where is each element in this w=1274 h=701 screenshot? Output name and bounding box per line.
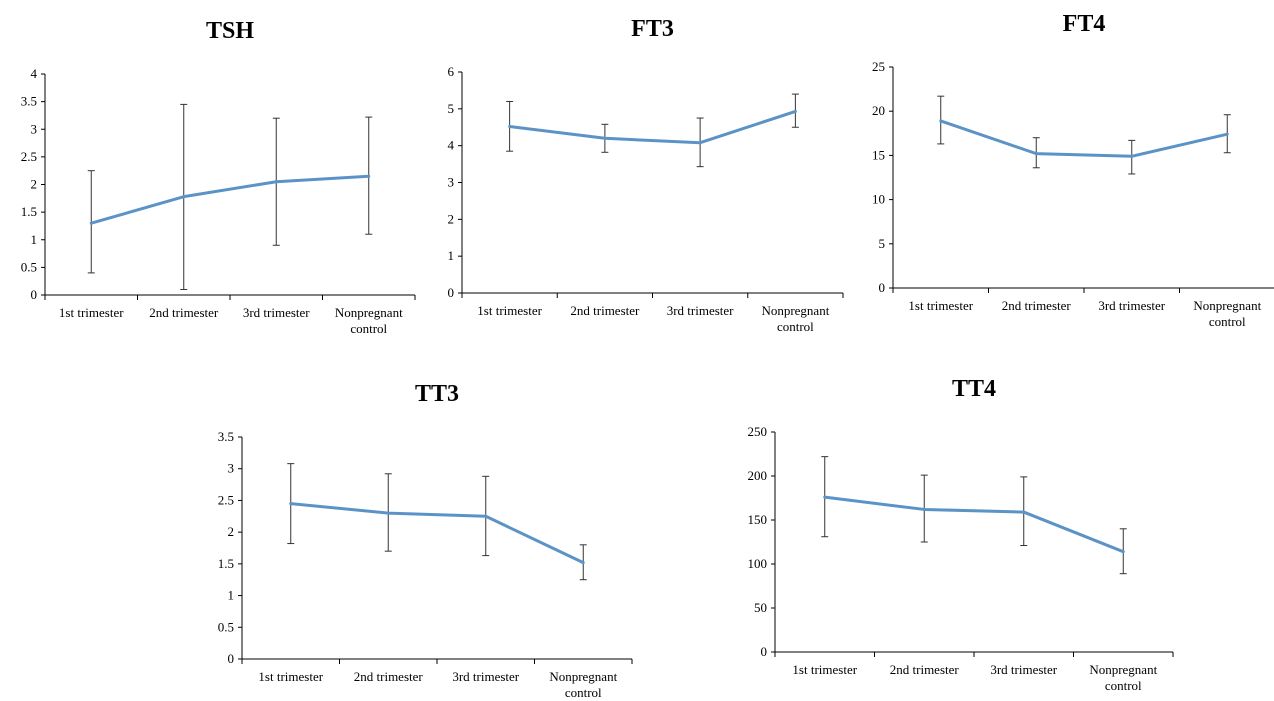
series-line [90, 174, 369, 225]
series-line [824, 495, 1124, 554]
data-point [698, 141, 702, 145]
y-tick-label: 1 [228, 588, 235, 603]
tt3-chart: TT3 0 0.5 1 1.5 2 2.5 3 3.5 1st trimester 2nd trim… [218, 381, 633, 700]
y-tick-label: 3 [31, 121, 38, 136]
data-point [484, 514, 488, 518]
y-tick-label: 0.5 [218, 619, 234, 634]
y-tick-label: 4 [448, 138, 455, 153]
x-tick-label: 3rd trimester [243, 305, 310, 320]
x-tick-label: 3rd trimester [990, 662, 1057, 677]
y-tick-label: 15 [872, 147, 885, 162]
y-tick-label: 3 [228, 461, 235, 476]
y-tick-label: 3.5 [218, 429, 234, 444]
x-tick-label: Nonpregnant control [1089, 662, 1157, 693]
data-point [1130, 154, 1134, 158]
y-tick-label: 0 [31, 287, 38, 302]
y-tick-label: 2.5 [21, 149, 37, 164]
y-tick-label: 250 [748, 424, 768, 439]
chart-title: FT4 [1063, 11, 1106, 37]
x-tick-label: 1st trimester [59, 305, 124, 320]
x-tick-label: 1st trimester [258, 669, 323, 684]
x-tick-label: 2nd trimester [890, 662, 960, 677]
chart-title: TSH [206, 18, 254, 44]
data-point [274, 180, 278, 184]
y-tick-label: 20 [872, 103, 885, 118]
x-tick-label: 2nd trimester [354, 669, 424, 684]
data-point [823, 495, 827, 499]
x-tick-label: Nonpregnant control [761, 303, 829, 334]
data-point [367, 174, 371, 178]
x-tick-label: 1st trimester [908, 298, 973, 313]
ft4-chart: FT4 0 5 10 15 20 25 1st trimester 2nd trimester 3… [872, 11, 1274, 329]
data-point [603, 136, 607, 140]
x-tick-label: Nonpregnant control [549, 669, 617, 700]
x-tick-label: Nonpregnant control [1193, 298, 1261, 329]
data-point [386, 511, 390, 515]
y-tick-label: 50 [754, 600, 767, 615]
x-tick-label: 3rd trimester [667, 303, 734, 318]
x-tick-label: 2nd trimester [149, 305, 219, 320]
y-tick-label: 100 [748, 556, 768, 571]
y-tick-label: 0.5 [21, 259, 37, 274]
y-tick-label: 0 [879, 280, 886, 295]
x-tick-label: 1st trimester [792, 662, 857, 677]
x-tick-label: 1st trimester [477, 303, 542, 318]
data-point [508, 125, 512, 129]
data-point [939, 119, 943, 123]
chart-title: TT3 [415, 381, 459, 407]
data-point [1225, 132, 1229, 136]
series-line [290, 502, 584, 564]
y-tick-label: 5 [448, 101, 455, 116]
chart-title: FT3 [631, 16, 674, 42]
data-point [1034, 152, 1038, 156]
y-tick-label: 3 [448, 175, 455, 190]
y-tick-label: 0 [761, 644, 768, 659]
series-line [940, 119, 1228, 158]
data-point [793, 109, 797, 113]
data-point [922, 507, 926, 511]
y-tick-label: 25 [872, 59, 885, 74]
y-tick-label: 1.5 [21, 204, 37, 219]
tt4-chart: TT4 0 50 100 150 200 250 1st trimester 2nd trime… [748, 376, 1174, 693]
y-tick-label: 2 [448, 211, 455, 226]
x-tick-label: 2nd trimester [570, 303, 640, 318]
y-tick-label: 2 [31, 177, 38, 192]
x-tick-label: Nonpregnant control [335, 305, 403, 336]
y-tick-label: 150 [748, 512, 768, 527]
x-tick-label: 2nd trimester [1002, 298, 1072, 313]
ft3-chart: FT3 0 1 2 3 4 5 6 1st trimester 2nd trimester 3rd … [448, 16, 844, 334]
data-point [581, 561, 585, 565]
x-tick-label: 3rd trimester [1098, 298, 1165, 313]
y-tick-label: 2 [228, 524, 235, 539]
y-tick-label: 0 [228, 651, 235, 666]
data-point [1121, 550, 1125, 554]
chart-title: TT4 [952, 376, 996, 402]
y-tick-label: 4 [31, 66, 38, 81]
tsh-chart: TSH 0 0.5 1 1.5 2 2.5 3 3.5 4 1st trimester 2nd tri… [21, 18, 416, 336]
y-tick-label: 6 [448, 64, 455, 79]
y-tick-label: 200 [748, 468, 768, 483]
y-tick-label: 5 [879, 236, 886, 251]
y-tick-label: 10 [872, 192, 885, 207]
y-tick-label: 2.5 [218, 492, 234, 507]
x-tick-label: 3rd trimester [452, 669, 519, 684]
y-tick-label: 1 [448, 248, 455, 263]
y-tick-label: 1.5 [218, 556, 234, 571]
series-line [509, 109, 796, 145]
data-point [182, 195, 186, 199]
data-point [89, 221, 93, 225]
y-tick-label: 3.5 [21, 94, 37, 109]
data-point [1022, 510, 1026, 514]
y-tick-label: 1 [31, 232, 38, 247]
data-point [289, 502, 293, 506]
y-tick-label: 0 [448, 285, 455, 300]
